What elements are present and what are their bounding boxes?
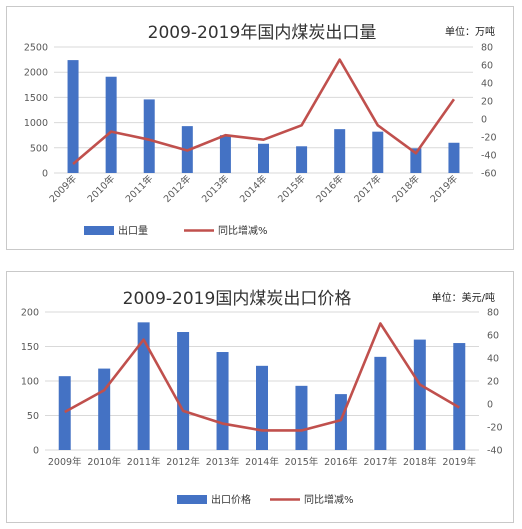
bar-2019年 bbox=[453, 343, 466, 450]
x-tick-label: 2013年 bbox=[206, 456, 240, 468]
x-tick-label: 2014年 bbox=[245, 456, 279, 468]
bar-2019年 bbox=[448, 142, 460, 173]
y2-tick-label: 60 bbox=[487, 331, 499, 342]
x-tick-label: 2016年 bbox=[324, 456, 358, 468]
y2-tick-label: -20 bbox=[487, 423, 503, 434]
y2-tick-label: -40 bbox=[487, 446, 503, 457]
unit-label: 单位：美元/吨 bbox=[432, 291, 495, 304]
y2-tick-label: 60 bbox=[481, 61, 493, 72]
legend-swatch-bar bbox=[177, 495, 207, 504]
y-tick-label: 100 bbox=[21, 377, 39, 388]
y-tick-label: 50 bbox=[27, 411, 39, 422]
bar-2011年 bbox=[137, 322, 150, 450]
legend-label-line: 同比增减% bbox=[218, 224, 268, 237]
bar-2009年 bbox=[67, 60, 79, 173]
bar-2009年 bbox=[58, 376, 71, 450]
y-tick-label: 150 bbox=[21, 342, 39, 353]
y2-tick-label: 80 bbox=[481, 43, 493, 54]
chart-title: 2009-2019年国内煤炭出口量 bbox=[148, 23, 377, 43]
y-tick-label: 0 bbox=[42, 169, 48, 180]
bar-2016年 bbox=[334, 129, 346, 173]
bar-2015年 bbox=[296, 146, 308, 173]
y-tick-label: 2500 bbox=[24, 43, 48, 54]
x-tick-label: 2019年 bbox=[428, 172, 461, 205]
bar-2013年 bbox=[219, 135, 231, 173]
legend-label-bar: 出口量 bbox=[118, 224, 148, 237]
legend-label-bar: 出口价格 bbox=[211, 493, 251, 506]
x-tick-label: 2013年 bbox=[199, 172, 232, 205]
x-tick-label: 2010年 bbox=[85, 172, 118, 205]
bar-2015年 bbox=[295, 385, 308, 450]
x-tick-label: 2009年 bbox=[48, 456, 82, 468]
x-tick-label: 2018年 bbox=[390, 172, 423, 205]
x-tick-label: 2011年 bbox=[123, 172, 156, 205]
y2-tick-label: 40 bbox=[487, 354, 499, 365]
bar-2017年 bbox=[372, 131, 384, 173]
bar-2014年 bbox=[256, 365, 268, 450]
bar-2012年 bbox=[177, 332, 190, 450]
export-volume-chart: 2009-2019年国内煤炭出口量 单位：万吨 0 500 1000 1500 2000… bbox=[6, 6, 514, 250]
y-tick-label: 2000 bbox=[24, 68, 48, 79]
y-tick-label: 500 bbox=[30, 143, 48, 154]
export-price-chart: 2009-2019国内煤炭出口价格 单位：美元/吨 0 50 100 150 200 -… bbox=[6, 271, 514, 523]
bar-2010年 bbox=[105, 76, 117, 173]
x-tick-label: 2017年 bbox=[352, 172, 385, 205]
x-tick-label: 2017年 bbox=[364, 456, 398, 468]
export-volume-chart-svg: 2009-2019年国内煤炭出口量 单位：万吨 0 500 1000 1500 2000… bbox=[24, 23, 497, 237]
x-tick-label: 2015年 bbox=[285, 456, 319, 468]
x-tick-label: 2010年 bbox=[87, 456, 121, 468]
y2-tick-label: 40 bbox=[481, 79, 493, 90]
x-tick-label: 2016年 bbox=[313, 172, 346, 205]
y2-tick-label: -60 bbox=[481, 169, 497, 180]
bar-2013年 bbox=[216, 352, 229, 450]
legend-swatch-bar bbox=[84, 226, 114, 235]
y2-tick-label: 20 bbox=[487, 377, 499, 388]
y2-tick-label: -40 bbox=[481, 151, 497, 162]
legend-label-line: 同比增减% bbox=[304, 493, 354, 506]
x-tick-label: 2014年 bbox=[237, 172, 270, 205]
x-tick-label: 2009年 bbox=[47, 172, 80, 205]
bar-2011年 bbox=[143, 99, 155, 173]
x-tick-label: 2012年 bbox=[166, 456, 200, 468]
x-tick-label: 2011年 bbox=[127, 456, 161, 468]
y-tick-label: 1000 bbox=[24, 118, 48, 129]
x-tick-label: 2012年 bbox=[161, 172, 194, 205]
y2-tick-label: 0 bbox=[487, 400, 493, 411]
y2-tick-label: 20 bbox=[481, 97, 493, 108]
bar-2016年 bbox=[334, 394, 347, 450]
y-tick-label: 1500 bbox=[24, 93, 48, 104]
bar-2018年 bbox=[413, 339, 426, 450]
bar-2014年 bbox=[258, 143, 269, 173]
y-tick-label: 200 bbox=[21, 308, 39, 319]
unit-label: 单位：万吨 bbox=[445, 25, 495, 38]
x-tick-label: 2015年 bbox=[275, 172, 308, 205]
bar-2017年 bbox=[374, 356, 387, 450]
y2-tick-label: 80 bbox=[487, 308, 499, 319]
bar-2010年 bbox=[98, 368, 111, 450]
y2-tick-label: 0 bbox=[481, 115, 487, 126]
x-tick-label: 2019年 bbox=[442, 456, 476, 468]
x-tick-label: 2018年 bbox=[403, 456, 437, 468]
bar-2018年 bbox=[410, 148, 422, 173]
y2-tick-label: -20 bbox=[481, 133, 497, 144]
y-tick-label: 0 bbox=[33, 446, 39, 457]
chart-title: 2009-2019国内煤炭出口价格 bbox=[123, 289, 352, 309]
